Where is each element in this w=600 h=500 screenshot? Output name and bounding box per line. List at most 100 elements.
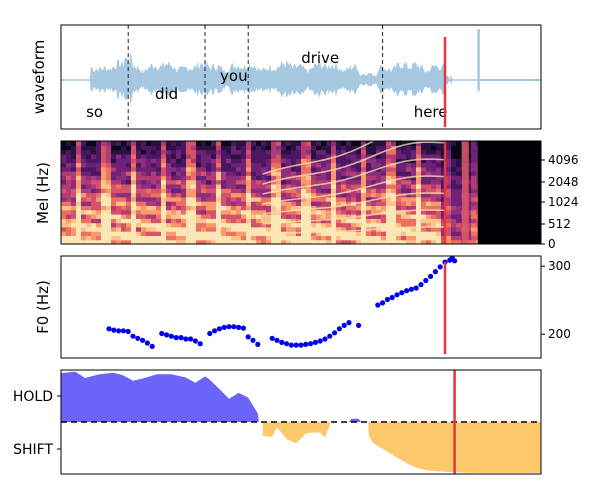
spectrogram-cell [131,166,137,172]
spectrogram-cell [416,192,422,198]
spectrogram-cell [401,145,407,151]
spectrogram-cell [381,171,387,176]
spectrogram-cell [166,239,172,244]
spectrogram-cell [286,214,292,219]
spectrogram-cell [61,209,67,215]
spectrogram-cell [306,166,312,172]
spectrogram-cell [251,235,257,241]
spectrogram-cell [331,183,337,189]
spectrogram-cell [181,192,187,198]
spectrogram-cell [471,209,477,215]
spectrogram-cell [341,196,347,202]
spectrogram-cell [246,226,252,232]
spectrogram-cell [386,145,392,151]
spectrogram-cell [456,145,462,151]
spectrogram-cell [271,183,277,189]
spectrogram-cell [231,162,237,168]
spectrogram-cell [251,179,257,185]
spectrogram-cell [366,162,372,168]
pitch-tick-label: 300 [548,259,571,273]
spectrogram-cell [256,188,262,194]
spectrogram-cell [236,145,242,151]
spectrogram-cell [321,183,327,189]
waveform-envelope [61,51,541,106]
spectrogram-cell [171,166,177,172]
spectrogram-cell [296,201,302,206]
spectrogram-cell [181,162,187,168]
spectrogram-cell [96,183,102,189]
spectrogram-cell [391,171,397,176]
spectrogram-cell [381,231,387,236]
spectrogram-cell [266,235,272,241]
spectrogram-cell [456,205,462,211]
spectrogram-cell [191,188,197,194]
spectrogram-cell [346,183,352,189]
spectrogram-cell [86,192,92,198]
spectrogram-cell [401,205,407,211]
spectrogram-cell [311,214,317,219]
spectrogram-cell [161,205,167,211]
spectrogram-cell [126,141,132,146]
spectrogram-cell [126,218,132,224]
spectrogram-cell [126,175,132,181]
spectrogram-cell [206,153,212,159]
spectrogram-cell [166,235,172,241]
spectrogram-cell [446,162,452,168]
spectrogram-cell [326,235,332,241]
spectrogram-cell [131,209,137,215]
spectrogram-cell [356,162,362,168]
spectrogram-cell [311,158,317,164]
spectrogram-cell [91,166,97,172]
spectrogram-cell [381,235,387,241]
spectrogram-cell [391,235,397,241]
spectrogram-cell [451,235,457,241]
spectrogram-cell [331,222,337,228]
spectrogram-cell [126,239,132,244]
spectrogram-cell [356,175,362,181]
spectrogram-cell [451,171,457,176]
spectrogram-cell [231,235,237,241]
spectrogram-cell [146,196,152,202]
spectrogram-cell [221,166,227,172]
spectrogram-cell [231,149,237,155]
spectrogram-cell [456,201,462,206]
spectrogram-cell [61,192,67,198]
spectrogram-cell [431,214,437,219]
spectrogram-tick-label: 0 [548,237,556,251]
spectrogram-cell [301,209,307,215]
spectrogram-cell [311,226,317,232]
spectrogram-cell [221,158,227,164]
spectrogram-cell [341,218,347,224]
spectrogram-cell [361,179,367,185]
spectrogram-cell [131,179,137,185]
spectrogram-cell [366,149,372,155]
spectrogram-cell [276,149,282,155]
spectrogram-cell [246,231,252,236]
spectrogram-cell [241,162,247,168]
spectrogram-cell [121,231,127,236]
spectrogram-cell [111,158,117,164]
spectrogram-cell [216,222,222,228]
spectrogram-cell [411,171,417,176]
spectrogram-cell [116,205,122,211]
spectrogram-cell [171,235,177,241]
spectrogram-cell [261,222,267,228]
spectrogram-cell [381,196,387,202]
spectrogram-cell [181,201,187,206]
spectrogram-cell [321,231,327,236]
spectrogram-cell [66,192,72,198]
spectrogram-cell [236,222,242,228]
spectrogram-cell [196,179,202,185]
spectrogram-cell [201,192,207,198]
spectrogram-cell [426,192,432,198]
spectrogram-cell [241,231,247,236]
spectrogram-cell [211,166,217,172]
spectrogram-cell [326,214,332,219]
spectrogram-silence [477,141,541,244]
spectrogram-cell [401,222,407,228]
spectrogram-cell [436,214,442,219]
spectrogram-cell [296,158,302,164]
spectrogram-cell [386,231,392,236]
spectrogram-cell [76,166,82,172]
